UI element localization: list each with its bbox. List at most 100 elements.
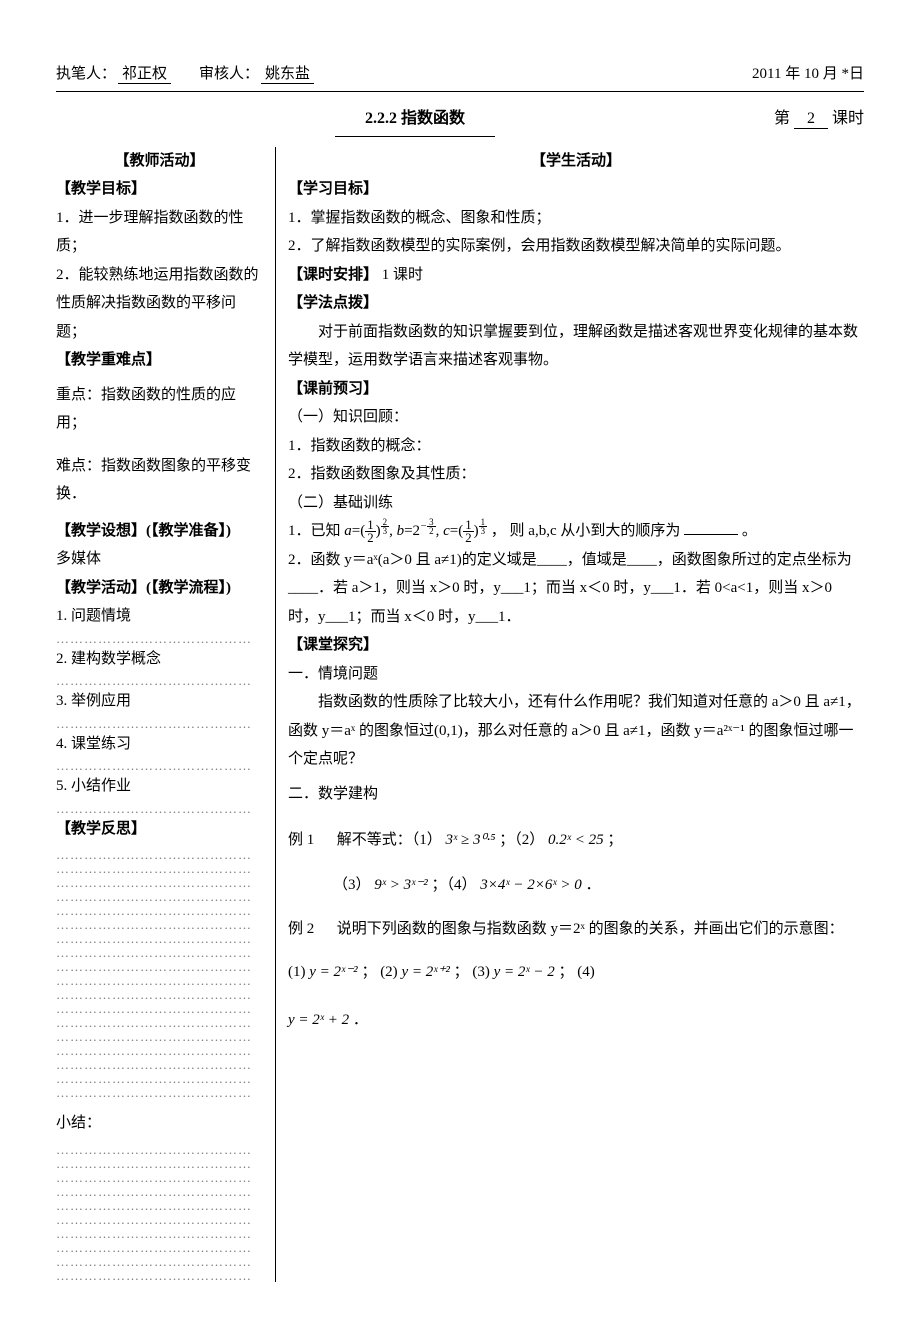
preview-head: 【课前预习】: [288, 375, 864, 404]
review-1: 1．指数函数的概念：: [288, 432, 864, 461]
dots-row: ……………………………………: [56, 1254, 263, 1268]
teach-goal-head: 【教学目标】: [56, 175, 263, 204]
teach-act-5: 5. 小结作业: [56, 772, 263, 801]
ex2-a: (1): [288, 964, 309, 980]
basic-1-end: 。: [742, 523, 757, 539]
dots-row: ……………………………………: [56, 1268, 263, 1282]
dots-row: ……………………………………: [56, 631, 263, 645]
ex2-body: 说明下列函数的图象与指数函数 y＝2ˣ 的图象的关系，并画出它们的示意图：: [337, 921, 844, 937]
dots-row: ……………………………………: [56, 861, 263, 875]
ex1-a: 解不等式：（1）: [337, 832, 442, 848]
dots-row: ……………………………………: [56, 987, 263, 1001]
learn-goal-head: 【学习目标】: [288, 175, 864, 204]
schedule-head: 【课时安排】: [288, 267, 378, 283]
dots-row: ……………………………………: [56, 1015, 263, 1029]
ex2-end: ．: [353, 1012, 368, 1028]
ex2-s3: ； (4): [559, 964, 595, 980]
header-right: 2011 年 10 月 *日: [752, 60, 864, 89]
ex2-s1: ； (2): [361, 964, 401, 980]
dots-row: ……………………………………: [56, 1170, 263, 1184]
summary-dots: …………………………………… …………………………………… ……………………………: [56, 1142, 263, 1282]
dots-row: ……………………………………: [56, 1029, 263, 1043]
teach-key: 重点：指数函数的性质的应用；: [56, 381, 263, 438]
dots-row: ……………………………………: [56, 917, 263, 931]
schedule-line: 【课时安排】 1 课时: [288, 261, 864, 290]
two-column-layout: 【教师活动】 【教学目标】 1．进一步理解指数函数的性质； 2．能较熟练地运用指…: [56, 147, 864, 1282]
ex1-end: ．: [586, 877, 601, 893]
dots-row: ……………………………………: [56, 1198, 263, 1212]
dots-row: ……………………………………: [56, 801, 263, 815]
title-row: 2.2.2 指数函数 第 2 课时: [56, 104, 864, 137]
dots-row: ……………………………………: [56, 1240, 263, 1254]
dots-row: ……………………………………: [56, 1043, 263, 1057]
teach-activity-head: 【教学活动】(【教学流程】): [56, 574, 263, 603]
reflect-dots: …………………………………… …………………………………… ……………………………: [56, 847, 263, 1099]
dots-row: ……………………………………: [56, 931, 263, 945]
teach-hard: 难点：指数函数图象的平移变换．: [56, 452, 263, 509]
dots-row: ……………………………………: [56, 959, 263, 973]
basic-1-pre: 1．已知: [288, 523, 344, 539]
reviewer-label: 审核人：: [199, 60, 259, 89]
basic-1: 1．已知 a=(12)23, b=2−32, c=(12)13 ， 则 a,b,…: [288, 517, 864, 546]
ex1-b: （3）: [333, 877, 371, 893]
example-1: 例 1 解不等式：（1） 3ˣ ≥ 3⁰·⁵ ；（2） 0.2ˣ < 25 ；: [288, 826, 864, 855]
build-head: 二．数学建构: [288, 780, 864, 809]
date-day: *日: [841, 66, 864, 82]
dots-row: ……………………………………: [56, 889, 263, 903]
dots-row: ……………………………………: [56, 716, 263, 730]
dots-row: ……………………………………: [56, 945, 263, 959]
teach-reflect-head: 【教学反思】: [56, 815, 263, 844]
method-head: 【学法点拨】: [288, 289, 864, 318]
ex1-s2: ；: [607, 832, 622, 848]
teach-act-2: 2. 建构数学概念: [56, 645, 263, 674]
dots-row: ……………………………………: [56, 973, 263, 987]
dots-row: ……………………………………: [56, 847, 263, 861]
method-body: 对于前面指数函数的知识掌握要到位，理解函数是描述客观世界变化规律的基本数学模型，…: [288, 318, 864, 375]
period-prefix: 第: [774, 110, 790, 127]
learn-goal-1: 1．掌握指数函数的概念、图象和性质；: [288, 204, 864, 233]
teach-design-head: 【教学设想】(【教学准备】): [56, 517, 263, 546]
blank: [684, 522, 738, 536]
ex1-m3: 9ˣ > 3ˣ⁻²: [374, 877, 428, 893]
title-center: 2.2.2 指数函数: [56, 104, 774, 137]
teach-difficult-head: 【教学重难点】: [56, 346, 263, 375]
dots-row: ……………………………………: [56, 1001, 263, 1015]
header-left: 执笔人： 祁正权 审核人： 姚东盐: [56, 60, 752, 89]
basic-1-math: a=(12)23, b=2−32, c=(12)13: [344, 523, 491, 539]
title-right: 第 2 课时: [774, 104, 864, 134]
ex2-f1: y = 2ˣ⁻²: [309, 964, 357, 980]
teach-goal-2: 2．能较熟练地运用指数函数的性质解决指数函数的平移问题；: [56, 261, 263, 347]
ex2-f3: y = 2ˣ − 2: [494, 964, 555, 980]
ex2-label: 例 2: [288, 915, 333, 944]
reviewer-name: 姚东盐: [261, 65, 314, 84]
explore-head: 【课堂探究】: [288, 631, 864, 660]
ex1-s3: ；（4）: [432, 877, 477, 893]
review-head: （一）知识回顾：: [288, 403, 864, 432]
teach-act-4: 4. 课堂练习: [56, 730, 263, 759]
basic-2: 2．函数 y＝aˣ(a＞0 且 a≠1)的定义域是____，值域是____，函数…: [288, 546, 864, 632]
student-column: 【学生活动】 【学习目标】 1．掌握指数函数的概念、图象和性质； 2．了解指数函…: [276, 147, 864, 1282]
student-panel-head: 【学生活动】: [288, 147, 864, 176]
ex1-label: 例 1: [288, 826, 333, 855]
example-2-opt4: y = 2ˣ + 2 ．: [288, 1006, 864, 1035]
ex1-m2: 0.2ˣ < 25: [548, 832, 604, 848]
writer-label: 执笔人：: [56, 60, 116, 89]
lesson-title: 2.2.2 指数函数: [335, 104, 495, 137]
date-year: 2011 年: [752, 66, 800, 82]
dots-row: ……………………………………: [56, 1071, 263, 1085]
dots-row: ……………………………………: [56, 1212, 263, 1226]
dots-row: ……………………………………: [56, 673, 263, 687]
dots-row: ……………………………………: [56, 1057, 263, 1071]
dots-row: ……………………………………: [56, 875, 263, 889]
schedule-body: 1 课时: [382, 267, 423, 283]
context-head: 一．情境问题: [288, 660, 864, 689]
dots-row: ……………………………………: [56, 1184, 263, 1198]
dots-row: ……………………………………: [56, 758, 263, 772]
basic-1-tail: ， 则 a,b,c 从小到大的顺序为: [491, 523, 681, 539]
teach-design-body: 多媒体: [56, 545, 263, 574]
ex1-m1: 3ˣ ≥ 3⁰·⁵: [446, 832, 496, 848]
ex1-m4: 3×4ˣ − 2×6ˣ > 0: [480, 877, 581, 893]
dots-row: ……………………………………: [56, 1226, 263, 1240]
example-2-opts: (1) y = 2ˣ⁻² ； (2) y = 2ˣ⁺² ； (3) y = 2ˣ…: [288, 958, 864, 987]
dots-row: ……………………………………: [56, 1142, 263, 1156]
